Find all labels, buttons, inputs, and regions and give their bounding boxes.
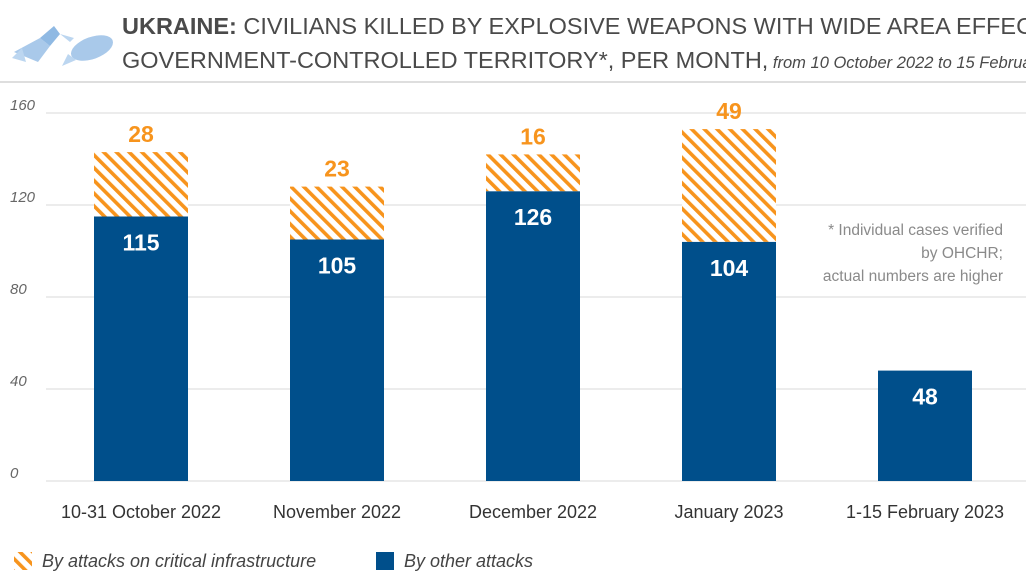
x-tick-label-1: November 2022 (273, 502, 401, 522)
legend-label-other: By other attacks (404, 551, 533, 571)
x-axis-labels: 10-31 October 2022 November 2022 December … (61, 502, 1004, 522)
y-tick-label-3: 120 (10, 189, 36, 206)
bar-other-3 (682, 241, 776, 481)
bar-infrastructure-0 (94, 152, 188, 217)
y-tick-label-1: 40 (10, 373, 27, 390)
chart-title-line2: GOVERNMENT-CONTROLLED TERRITORY*, PER MO… (122, 47, 1026, 73)
chart-title-text: CIVILIANS KILLED BY EXPLOSIVE WEAPONS WI… (237, 13, 1026, 39)
bar-other-0 (94, 216, 188, 481)
data-label-other-2: 126 (514, 204, 552, 230)
chart-title-line1: UKRAINE: CIVILIANS KILLED BY EXPLOSIVE W… (122, 13, 1026, 39)
x-tick-label-0: 10-31 October 2022 (61, 502, 221, 522)
y-tick-label-4: 160 (10, 97, 36, 114)
data-label-infrastructure-1: 23 (324, 156, 350, 182)
explosive-weapon-icon (12, 26, 114, 66)
note-line-1: * Individual cases verified (828, 222, 1003, 239)
y-tick-label-0: 0 (10, 465, 19, 482)
legend: By attacks on critical infrastructure By… (14, 551, 533, 571)
data-label-other-1: 105 (318, 253, 357, 279)
legend-swatch-infrastructure (14, 552, 32, 570)
bars: 115 28 105 23 126 16 104 49 48 (94, 98, 972, 481)
bar-other-1 (290, 239, 384, 481)
legend-swatch-other (376, 552, 394, 570)
bar-infrastructure-2 (486, 154, 580, 192)
bar-infrastructure-1 (290, 186, 384, 240)
y-tick-label-2: 80 (10, 281, 27, 298)
legend-label-infrastructure: By attacks on critical infrastructure (42, 551, 316, 571)
data-label-other-0: 115 (122, 230, 159, 256)
x-tick-label-4: 1-15 February 2023 (846, 502, 1004, 522)
data-label-other-4: 48 (912, 384, 938, 410)
data-label-other-3: 104 (710, 255, 749, 281)
note-line-3: actual numbers are higher (823, 268, 1003, 285)
data-label-infrastructure-3: 49 (716, 98, 742, 124)
chart-title-strong: UKRAINE: (122, 13, 237, 39)
data-label-infrastructure-0: 28 (128, 121, 154, 147)
x-tick-label-2: December 2022 (469, 502, 597, 522)
note-line-2: by OHCHR; (921, 245, 1003, 262)
chart-title-text-2: GOVERNMENT-CONTROLLED TERRITORY*, PER MO… (122, 47, 768, 73)
bar-other-2 (486, 191, 580, 481)
bar-other-4 (878, 370, 972, 481)
chart-subtitle: from 10 October 2022 to 15 February 2023 (768, 54, 1026, 72)
bar-infrastructure-3 (682, 129, 776, 242)
x-tick-label-3: January 2023 (674, 502, 783, 522)
y-axis-ticks: 0 40 80 120 160 (10, 97, 36, 482)
data-label-infrastructure-2: 16 (520, 123, 546, 149)
